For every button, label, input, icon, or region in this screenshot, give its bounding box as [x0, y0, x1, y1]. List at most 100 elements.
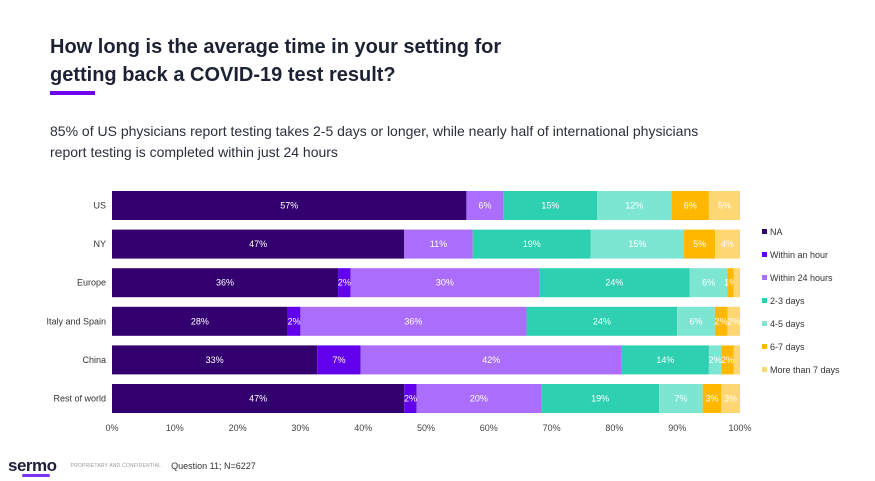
legend-item: Within an hour	[762, 243, 840, 266]
legend-item: 2-3 days	[762, 289, 840, 312]
data-label: 47%	[249, 239, 267, 249]
confidential-notice: PROPRIETARY AND CONFIDENTIAL	[70, 463, 162, 469]
data-label: 47%	[249, 394, 267, 404]
chart-title: How long is the average time in your set…	[50, 33, 650, 89]
bar-segment-na	[112, 306, 288, 336]
bar-segment-within-an-hour	[338, 268, 351, 298]
legend-swatch-icon	[762, 321, 767, 326]
legend-swatch-icon	[762, 344, 767, 349]
data-label: 6%	[684, 201, 697, 211]
logo-text: sermo	[8, 456, 57, 475]
title-accent-underline	[50, 91, 95, 95]
data-label: 42%	[482, 355, 500, 365]
data-label: 5%	[718, 201, 731, 211]
bar-segment-6-7-days	[714, 306, 728, 336]
data-label: 2%	[715, 316, 728, 326]
legend-swatch-icon	[762, 367, 767, 372]
bar-segment-4-5-days	[659, 384, 703, 413]
data-label: 36%	[216, 278, 234, 288]
data-label: 7%	[674, 394, 687, 404]
legend-swatch-icon	[762, 252, 767, 257]
stacked-bar-chart: 57% 6% 15% 12% 6% 5% 47% 11% 19% 15% 5% 4% 36% 2% 30% 2…	[46, 191, 752, 433]
legend-item: NA	[762, 220, 840, 243]
bar-segment-within-an-hour	[287, 306, 301, 336]
legend-label: More than 7 days	[770, 364, 840, 375]
data-label: 4%	[721, 239, 734, 249]
data-label: 36%	[404, 316, 422, 326]
data-label: 3%	[706, 394, 719, 404]
bar-segment-na	[112, 229, 405, 259]
data-label: 24%	[593, 316, 611, 326]
bar-segment-more-than-7-days	[721, 384, 740, 413]
data-label: 5%	[693, 239, 706, 249]
category-label: Italy and Spain	[46, 316, 106, 326]
x-tick-label: 40%	[354, 423, 372, 433]
x-tick-label: 0%	[105, 423, 118, 433]
x-tick-label: 60%	[480, 423, 498, 433]
logo-swoosh-icon	[22, 474, 50, 477]
x-tick-label: 100%	[728, 423, 751, 433]
data-label: 12%	[625, 201, 643, 211]
legend-label: 6-7 days	[770, 341, 805, 352]
bar-segment-2-3-days	[541, 384, 660, 413]
legend-label: 4-5 days	[770, 318, 805, 329]
x-tick-label: 30%	[291, 423, 309, 433]
data-label: 28%	[191, 316, 209, 326]
bar-segment-6-7-days	[727, 268, 734, 298]
bar-segment-6-7-days	[702, 384, 722, 413]
data-label: 3%	[724, 394, 737, 404]
legend-label: Within an hour	[770, 249, 829, 260]
data-label: 1%	[724, 278, 737, 288]
category-labels: US NY Europe Italy and Spain China Rest of wo…	[46, 201, 106, 404]
category-label: Europe	[77, 278, 106, 288]
x-tick-label: 80%	[605, 423, 623, 433]
bar-segment-na	[112, 191, 467, 220]
bar-segment-within-24-hours	[300, 306, 527, 336]
bar-segment-more-than-7-days	[715, 229, 740, 259]
data-label: 14%	[656, 355, 674, 365]
bar-segment-within-24-hours	[404, 229, 473, 259]
legend-item: Within 24 hours	[762, 266, 840, 289]
chart-subtitle: 85% of US physicians report testing take…	[50, 121, 830, 163]
bars-group: 57% 6% 15% 12% 6% 5% 47% 11% 19% 15% 5% 4% 36% 2% 30% 2…	[112, 191, 740, 413]
bar-segment-within-an-hour	[404, 384, 417, 413]
legend: NA Within an hour Within 24 hours 2-3 days 4…	[762, 220, 840, 381]
data-label: 2%	[338, 278, 351, 288]
legend-item: More than 7 days	[762, 358, 840, 381]
x-axis-ticks: 0% 10% 20% 30% 40% 50% 60% 70% 80% 90% 100%	[105, 423, 751, 433]
bar-segment-2-3-days	[472, 229, 591, 259]
bar-segment-na	[112, 384, 405, 413]
data-label: 2%	[721, 355, 734, 365]
footnote: Question 11; N=6227	[171, 461, 256, 471]
subtitle-line-2: report testing is completed within just …	[50, 144, 338, 160]
data-label: 2%	[404, 394, 417, 404]
x-tick-label: 70%	[543, 423, 561, 433]
bar-segment-2-3-days	[526, 306, 678, 336]
bar-segment-6-7-days	[721, 345, 734, 375]
data-label: 19%	[523, 239, 541, 249]
bar-segment-2-3-days	[539, 268, 690, 298]
bar-segment-more-than-7-days	[733, 345, 740, 375]
bar-segment-6-7-days	[684, 229, 716, 259]
bar-segment-within-24-hours	[360, 345, 622, 375]
data-label: 20%	[470, 394, 488, 404]
footer: sermo PROPRIETARY AND CONFIDENTIAL Quest…	[8, 456, 256, 477]
data-label: 7%	[332, 355, 345, 365]
legend-swatch-icon	[762, 275, 767, 280]
bar-segment-more-than-7-days	[727, 306, 740, 336]
sermo-logo: sermo	[8, 456, 57, 477]
bar-segment-within-24-hours	[350, 268, 540, 298]
bar-segment-4-5-days	[708, 345, 722, 375]
bar-segment-4-5-days	[590, 229, 685, 259]
legend-swatch-icon	[762, 298, 767, 303]
bar-segment-4-5-days	[689, 268, 728, 298]
bar-segment-more-than-7-days	[733, 268, 740, 298]
legend-label: 2-3 days	[770, 295, 805, 306]
bar-segment-na	[112, 268, 339, 298]
data-label: 30%	[436, 278, 454, 288]
legend-swatch-icon	[762, 229, 767, 234]
data-label: 15%	[541, 201, 559, 211]
title-line-2: getting back a COVID-19 test result?	[50, 64, 396, 86]
data-label: 6%	[702, 278, 715, 288]
legend-label: NA	[770, 226, 783, 237]
